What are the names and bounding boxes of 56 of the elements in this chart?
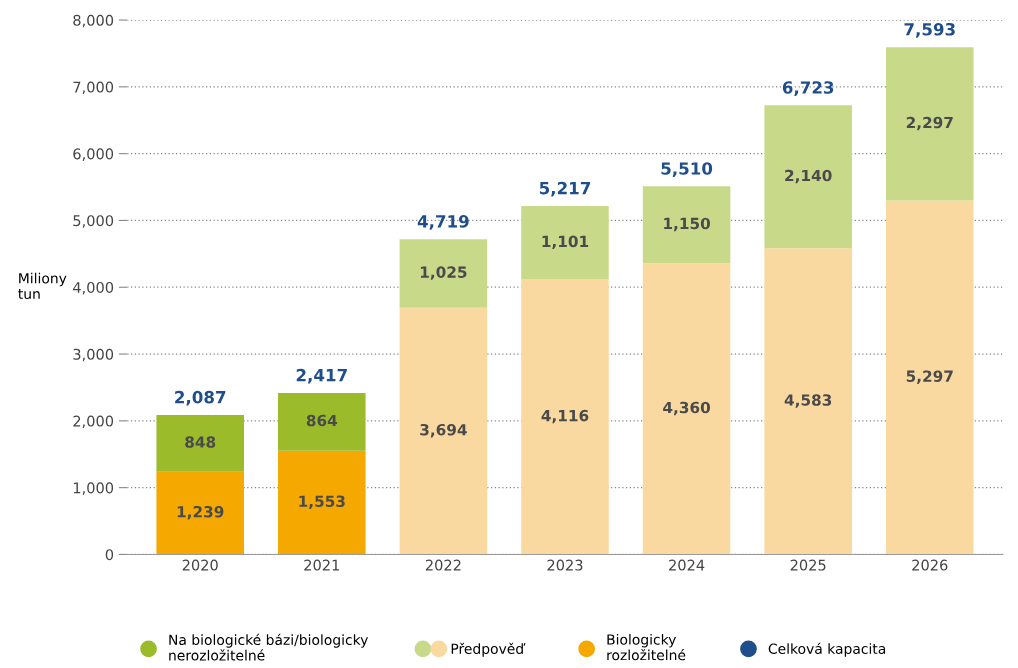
y-tick-label: 0 <box>105 549 114 561</box>
y-tick-label: 1,000 <box>73 482 114 495</box>
y-tick-label: 4,000 <box>73 281 114 295</box>
data-label: 4,583 <box>784 394 832 408</box>
x-tick-label: 2024 <box>669 559 705 571</box>
total-label: 4,719 <box>417 215 469 230</box>
data-label: 864 <box>306 414 338 427</box>
data-label: 4,116 <box>541 409 589 424</box>
total-label: 5,217 <box>539 181 591 197</box>
y-tick-label: 8,000 <box>73 14 114 28</box>
y-tick-label: 7,000 <box>73 81 114 95</box>
bar <box>399 239 488 308</box>
bar <box>886 47 974 201</box>
bar <box>642 186 731 264</box>
legend-label: Na biologické bázi/biologicky nerozložitelné <box>169 633 368 661</box>
y-axis-title: Miliony tun <box>18 272 67 300</box>
data-label: 1,101 <box>542 235 589 250</box>
x-tick-label: 2020 <box>182 559 218 571</box>
y-tick-label: 6,000 <box>73 148 114 161</box>
bar <box>886 200 974 555</box>
text: Celková kapacita <box>768 642 886 657</box>
x-tick-label: 2026 <box>912 559 948 571</box>
data-label: 2,140 <box>785 169 832 184</box>
data-label: 4,360 <box>663 401 711 416</box>
y-tick-label: 5,000 <box>73 215 114 228</box>
bar <box>764 105 852 249</box>
total-label: 7,593 <box>904 22 955 38</box>
x-tick-label: 2021 <box>304 559 340 571</box>
bar <box>156 415 244 472</box>
x-tick-label: 2023 <box>547 559 583 571</box>
y-tick-label: 2,000 <box>73 415 114 429</box>
legend-label: Biologicky rozložitelné <box>607 634 686 661</box>
data-label: 848 <box>185 436 216 448</box>
bar <box>521 205 609 280</box>
data-label: 1,239 <box>177 505 224 520</box>
bar <box>278 450 366 555</box>
data-label: 1,553 <box>299 495 345 509</box>
data-label: 3,694 <box>420 423 467 438</box>
total-label: 6,723 <box>782 81 834 96</box>
data-label: 5,297 <box>906 370 953 384</box>
x-tick-label: 2022 <box>425 559 461 571</box>
data-label: 2,297 <box>906 116 953 131</box>
y-tick-label: 3,000 <box>73 348 114 362</box>
bar <box>278 392 366 451</box>
total-label: 5,510 <box>661 162 713 177</box>
data-label: 1,150 <box>664 217 711 232</box>
total-label: 2,417 <box>296 368 347 384</box>
bar <box>642 263 731 555</box>
bar <box>521 279 609 555</box>
data-label: 1,025 <box>420 266 467 280</box>
legend-label: Předpověď <box>451 642 526 657</box>
bar <box>156 471 244 555</box>
bar <box>764 248 852 555</box>
total-label: 2,087 <box>175 390 226 406</box>
bar <box>399 307 488 555</box>
x-tick-label: 2025 <box>790 559 826 571</box>
